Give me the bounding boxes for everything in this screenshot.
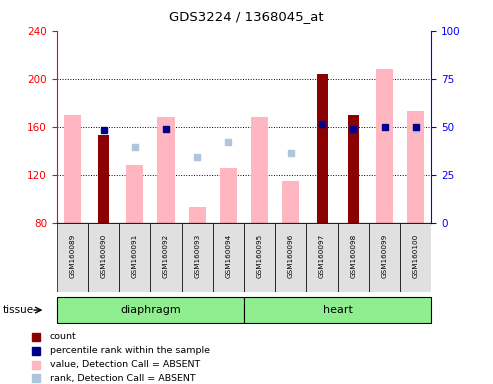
Text: GSM160099: GSM160099 xyxy=(382,234,387,278)
Bar xyxy=(251,117,268,223)
Text: tissue: tissue xyxy=(2,305,34,315)
Bar xyxy=(119,223,150,292)
Bar xyxy=(57,297,244,323)
Text: GSM160097: GSM160097 xyxy=(319,234,325,278)
Text: GSM160093: GSM160093 xyxy=(194,234,200,278)
Text: GSM160098: GSM160098 xyxy=(351,234,356,278)
Bar xyxy=(369,223,400,292)
Text: heart: heart xyxy=(323,305,352,315)
Text: GSM160096: GSM160096 xyxy=(288,234,294,278)
Bar xyxy=(307,223,338,292)
Bar xyxy=(57,223,88,292)
Text: value, Detection Call = ABSENT: value, Detection Call = ABSENT xyxy=(50,360,200,369)
Bar xyxy=(244,223,275,292)
Text: GSM160094: GSM160094 xyxy=(225,234,231,278)
Bar xyxy=(275,223,307,292)
Bar xyxy=(64,115,81,223)
Text: GSM160091: GSM160091 xyxy=(132,234,138,278)
Bar xyxy=(407,111,424,223)
Bar xyxy=(317,74,327,223)
Bar xyxy=(181,223,213,292)
Bar xyxy=(282,181,299,223)
Text: diaphragm: diaphragm xyxy=(120,305,181,315)
Text: rank, Detection Call = ABSENT: rank, Detection Call = ABSENT xyxy=(50,374,195,383)
Text: GSM160089: GSM160089 xyxy=(70,234,75,278)
Bar xyxy=(150,223,181,292)
Bar xyxy=(338,223,369,292)
Text: GSM160100: GSM160100 xyxy=(413,234,419,278)
Bar xyxy=(98,135,109,223)
Text: GSM160090: GSM160090 xyxy=(101,234,106,278)
Bar xyxy=(376,69,393,223)
Text: GDS3224 / 1368045_at: GDS3224 / 1368045_at xyxy=(169,10,324,23)
Bar xyxy=(126,165,143,223)
Text: GSM160092: GSM160092 xyxy=(163,234,169,278)
Bar xyxy=(220,167,237,223)
Bar xyxy=(213,223,244,292)
Text: GSM160095: GSM160095 xyxy=(257,234,263,278)
Bar xyxy=(244,297,431,323)
Bar xyxy=(348,115,359,223)
Bar xyxy=(157,117,175,223)
Text: count: count xyxy=(50,332,76,341)
Bar xyxy=(400,223,431,292)
Bar xyxy=(189,207,206,223)
Text: percentile rank within the sample: percentile rank within the sample xyxy=(50,346,210,355)
Bar xyxy=(88,223,119,292)
